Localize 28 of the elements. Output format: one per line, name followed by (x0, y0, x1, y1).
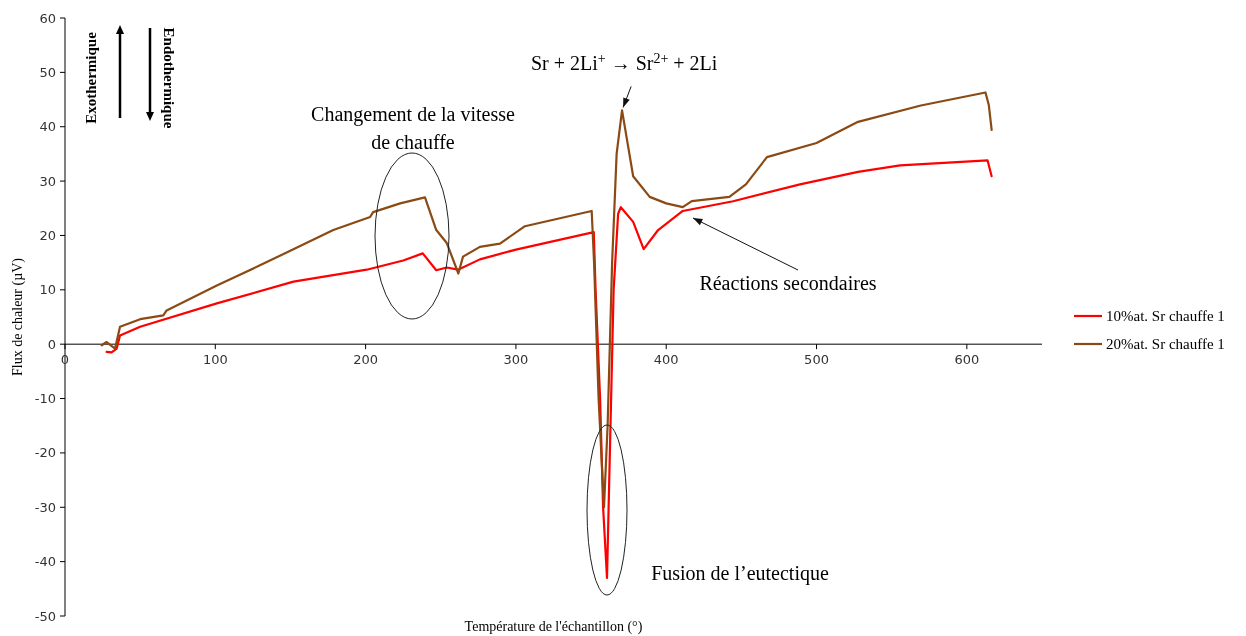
y-tick-label: -10 (34, 391, 56, 407)
y-tick-label: -40 (34, 554, 56, 570)
annotation: Fusion de l’eutectique (651, 562, 829, 585)
y-tick-label: -50 (34, 608, 56, 624)
legend-label: 10%at. Sr chauffe 1 (1106, 308, 1225, 325)
y-tick-label: 50 (39, 64, 56, 80)
y-tick-label: -20 (34, 445, 56, 461)
x-tick-label: 100 (202, 352, 228, 368)
y-tick-label: 10 (39, 282, 56, 298)
x-tick-label: 400 (653, 352, 679, 368)
y-tick-label: 60 (39, 10, 56, 26)
annotation: Endothermique (161, 27, 177, 129)
y-tick-label: 20 (39, 228, 56, 243)
y-tick-label: 30 (39, 173, 56, 189)
x-tick-label: 200 (353, 352, 379, 368)
x-axis-title: Température de l'échantillon (°) (464, 619, 643, 635)
y-tick-label: -30 (34, 499, 56, 515)
x-tick-label: 300 (503, 352, 529, 368)
annotation: Exothermique (83, 31, 99, 124)
annotation: Réactions secondaires (699, 272, 877, 294)
legend-label: 20%at. Sr chauffe 1 (1106, 336, 1225, 353)
y-tick-label: 40 (39, 119, 56, 135)
x-tick-label: 600 (954, 352, 980, 368)
annotation: Changement de la vitesse de chauffe (311, 103, 516, 153)
y-tick-label: 0 (47, 336, 56, 352)
y-axis-title: Flux de chaleur (µV) (10, 257, 26, 377)
annotation: Sr + 2Li$^{+}$ → Sr$^{2+}$ + 2Li (530, 50, 718, 75)
x-tick-label: 500 (804, 352, 829, 368)
